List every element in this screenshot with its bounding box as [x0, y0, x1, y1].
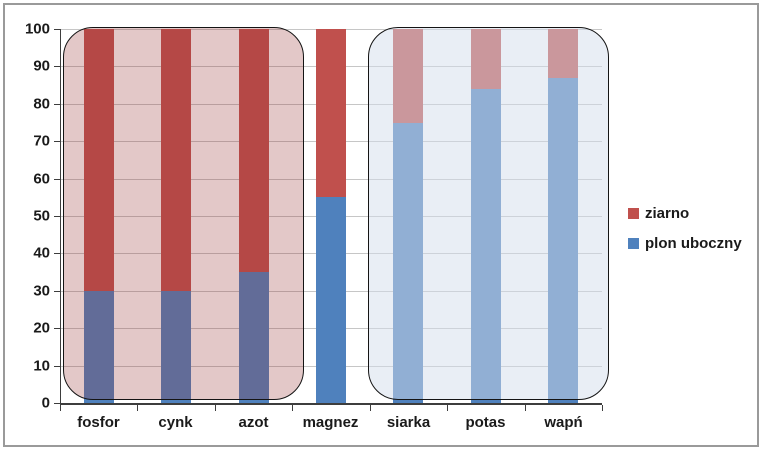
y-axis-tick-label: 80	[33, 95, 50, 113]
y-axis-tick	[54, 66, 60, 67]
y-axis-line	[60, 29, 61, 405]
y-axis-tick	[54, 253, 60, 254]
y-axis-tick-label: 90	[33, 57, 50, 75]
bar-segment-plon-uboczny-azot	[239, 272, 269, 403]
legend-label: ziarno	[645, 204, 690, 222]
x-axis-tick-label: siarka	[386, 414, 431, 431]
bar-segment-plon-uboczny-cynk	[161, 290, 191, 403]
y-axis-tick-label: 70	[33, 132, 50, 150]
y-axis-tick	[54, 291, 60, 292]
x-axis-line	[60, 403, 602, 405]
x-axis-tick	[525, 405, 526, 411]
y-axis-tick-label: 40	[33, 244, 50, 262]
legend-item: ziarno	[628, 204, 742, 222]
y-axis-tick-label: 30	[33, 282, 50, 300]
highlight-fosfor-cynk-azot	[63, 27, 304, 400]
x-axis-tick	[137, 405, 138, 411]
legend-swatch-plon-uboczny	[628, 237, 639, 249]
x-axis-tick-label: azot	[238, 414, 269, 431]
x-axis-tick	[60, 405, 61, 411]
x-axis-tick	[447, 405, 448, 411]
y-axis-tick-label: 0	[41, 394, 50, 412]
y-axis-tick	[54, 328, 60, 329]
x-axis-tick	[292, 405, 293, 411]
highlight-siarka-potas-wapń	[368, 27, 609, 400]
y-axis-tick-label: 20	[33, 319, 50, 337]
y-axis-tick	[54, 29, 60, 30]
x-axis-tick-label: cynk	[158, 414, 193, 431]
y-axis-tick	[54, 104, 60, 105]
legend-swatch-ziarno	[628, 207, 639, 219]
x-axis-tick-label: magnez	[302, 414, 359, 431]
y-axis-tick-label: 50	[33, 207, 50, 225]
bar-segment-plon-uboczny-magnez	[316, 197, 346, 403]
y-axis-tick	[54, 141, 60, 142]
y-axis-tick	[54, 403, 60, 404]
y-axis-tick	[54, 179, 60, 180]
y-axis-tick	[54, 216, 60, 217]
bar-segment-ziarno-magnez	[316, 29, 346, 198]
chart-legend: ziarno plon uboczny	[628, 204, 742, 264]
x-axis-tick-label: potas	[465, 414, 506, 431]
y-axis-tick-label: 60	[33, 170, 50, 188]
legend-label: plon uboczny	[645, 234, 742, 252]
x-axis-tick	[370, 405, 371, 411]
bar-segment-ziarno-azot	[239, 29, 269, 273]
y-axis-tick-label: 100	[24, 20, 50, 38]
y-axis-tick-label: 10	[33, 357, 50, 375]
legend-item: plon uboczny	[628, 234, 742, 252]
chart-outer-frame	[3, 3, 759, 447]
x-axis-tick-label: wapń	[544, 414, 583, 431]
x-axis-tick-label: fosfor	[77, 414, 120, 431]
bar-segment-ziarno-cynk	[161, 29, 191, 291]
x-axis-tick	[602, 405, 603, 411]
y-axis-tick	[54, 366, 60, 367]
bar-segment-ziarno-fosfor	[84, 29, 114, 291]
x-axis-tick	[215, 405, 216, 411]
